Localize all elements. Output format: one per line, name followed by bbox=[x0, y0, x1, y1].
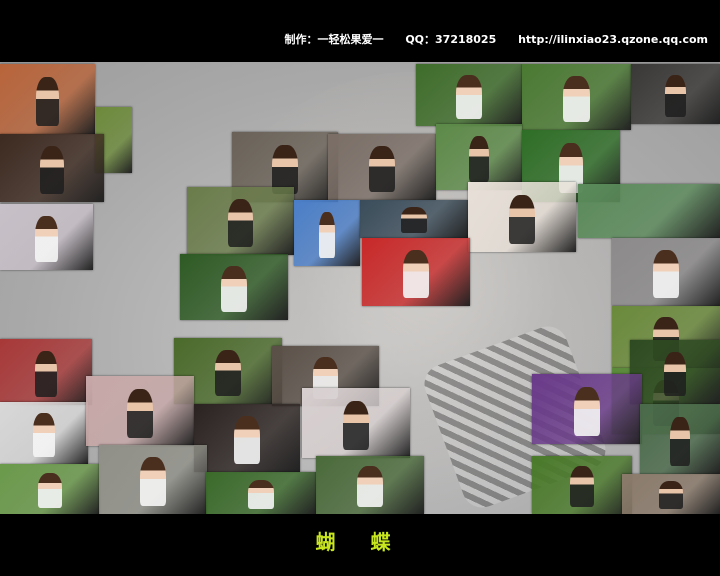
qzone-url: http://ilinxiao23.qzone.qq.com bbox=[518, 33, 708, 46]
collage-photo bbox=[436, 124, 522, 190]
collage-photo bbox=[612, 238, 720, 306]
top-bar: 制作：一轻松果爱一 QQ：37218025 http://ilinxiao23.… bbox=[0, 0, 720, 62]
collage-photo bbox=[630, 340, 720, 404]
collage-photo bbox=[302, 388, 410, 458]
collage-photo bbox=[0, 64, 95, 134]
collage-photo bbox=[0, 339, 92, 405]
collage-photo bbox=[640, 404, 720, 474]
collage-photo bbox=[532, 374, 642, 444]
collage-photo bbox=[416, 64, 522, 126]
collage-photo bbox=[622, 474, 720, 514]
collage-caption: 蝴 蝶 bbox=[315, 530, 405, 554]
collage-photo bbox=[86, 376, 194, 446]
collage-photo bbox=[206, 472, 316, 514]
collage-photo bbox=[578, 184, 720, 238]
photo-collage bbox=[0, 62, 720, 514]
collage-photo bbox=[0, 402, 88, 464]
collage-photo bbox=[99, 445, 207, 514]
collage-photo bbox=[180, 254, 288, 320]
collage-photo bbox=[468, 182, 576, 252]
credits-line: 制作：一轻松果爱一 QQ：37218025 http://ilinxiao23.… bbox=[266, 31, 708, 47]
maker-credit: 制作：一轻松果爱一 bbox=[284, 33, 384, 46]
collage-photo bbox=[631, 64, 720, 124]
collage-photo bbox=[316, 456, 424, 514]
collage-photo bbox=[362, 238, 470, 306]
collage-photo bbox=[294, 200, 360, 266]
collage-photo bbox=[0, 134, 104, 202]
collage-photo bbox=[360, 200, 468, 238]
collage-photo bbox=[328, 134, 436, 200]
collage-photo bbox=[532, 456, 632, 514]
collage-photo bbox=[0, 204, 93, 270]
collage-photo bbox=[194, 404, 300, 472]
bottom-bar: 蝴 蝶 bbox=[0, 514, 720, 576]
collage-photo bbox=[187, 187, 294, 255]
qq-number: QQ：37218025 bbox=[405, 33, 497, 46]
collage-photo bbox=[0, 464, 100, 514]
collage-photo bbox=[522, 64, 631, 130]
